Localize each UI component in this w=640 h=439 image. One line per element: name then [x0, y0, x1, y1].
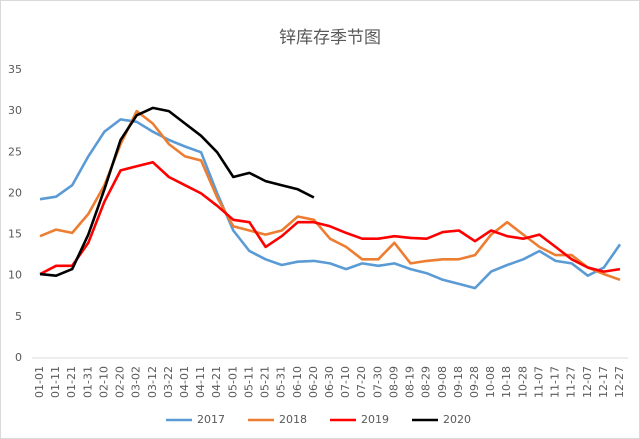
x-tick-label: 04-11: [194, 366, 207, 398]
y-tick-label: 30: [8, 104, 22, 117]
x-tick-label: 10-18: [500, 366, 513, 398]
legend-label: 2017: [197, 413, 225, 426]
x-tick-label: 06-10: [291, 366, 304, 398]
x-tick-label: 10-08: [484, 366, 497, 398]
x-tick-label: 09-18: [452, 366, 465, 398]
x-tick-label: 11-17: [549, 366, 562, 398]
y-tick-label: 15: [8, 228, 22, 241]
y-tick-label: 10: [8, 269, 22, 282]
x-tick-label: 09-08: [436, 366, 449, 398]
x-tick-label: 03-22: [162, 366, 175, 398]
legend-label: 2018: [279, 413, 307, 426]
chart-title: 锌库存季节图: [279, 28, 381, 48]
x-tick-label: 07-20: [355, 366, 368, 398]
x-tick-label: 09-28: [468, 366, 481, 398]
x-tick-label: 04-01: [178, 366, 191, 398]
x-tick-label: 03-12: [146, 366, 159, 398]
series-line: [39, 109, 621, 282]
x-tick-label: 12-27: [613, 366, 626, 398]
y-tick-label: 25: [8, 145, 22, 158]
x-tick-label: 01-21: [65, 366, 78, 398]
x-tick-label: 02-20: [114, 366, 127, 398]
x-tick-label: 12-17: [597, 366, 610, 398]
x-tick-label: 07-10: [339, 366, 352, 398]
x-tick-label: 08-09: [387, 366, 400, 398]
legend-label: 2019: [361, 413, 389, 426]
x-tick-label: 01-31: [81, 366, 94, 398]
x-tick-label: 05-31: [275, 366, 288, 398]
series-line: [39, 160, 621, 276]
y-tick-label: 0: [15, 351, 22, 364]
x-tick-label: 08-19: [404, 366, 417, 398]
x-tick-label: 03-02: [130, 366, 143, 398]
x-tick-label: 02-10: [97, 366, 110, 398]
series-line: [39, 106, 315, 277]
x-tick-label: 08-29: [420, 366, 433, 398]
x-tick-label: 01-01: [33, 366, 46, 398]
x-tick-label: 05-11: [242, 366, 255, 398]
y-tick-label: 20: [8, 186, 22, 199]
x-tick-label: 11-27: [565, 366, 578, 398]
series-line: [39, 118, 622, 290]
x-tick-label: 05-01: [226, 366, 239, 398]
legend-label: 2020: [443, 413, 471, 426]
x-tick-label: 06-20: [307, 366, 320, 398]
x-tick-label: 07-30: [371, 366, 384, 398]
x-tick-label: 05-21: [259, 366, 272, 398]
x-tick-label: 10-28: [516, 366, 529, 398]
y-tick-label: 35: [8, 63, 22, 76]
x-tick-label: 04-21: [210, 366, 223, 398]
x-tick-label: 12-07: [581, 366, 594, 398]
x-tick-label: 01-11: [49, 366, 62, 398]
x-tick-label: 11-07: [532, 366, 545, 398]
y-tick-label: 5: [15, 310, 22, 323]
x-tick-label: 06-30: [323, 366, 336, 398]
